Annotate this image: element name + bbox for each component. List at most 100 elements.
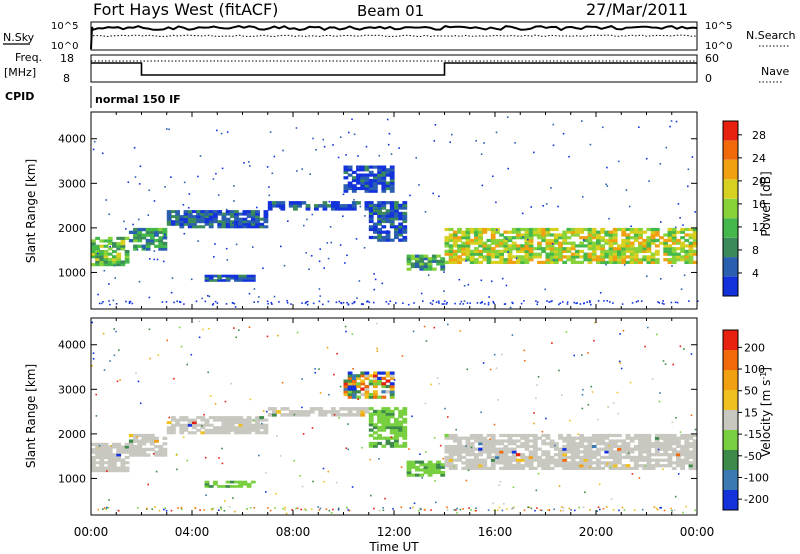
echo-cell (558, 255, 563, 259)
noise-cell (680, 288, 683, 290)
echo-cell (343, 189, 349, 193)
echo-cell (495, 244, 500, 248)
echo-cell (250, 215, 256, 219)
echo-cell (288, 204, 294, 208)
near-range-cell (466, 302, 469, 304)
echo-cell (351, 392, 357, 397)
near-range-cell (536, 507, 538, 509)
echo-cell (440, 463, 446, 467)
echo-cell (486, 260, 492, 264)
noise-cell (235, 243, 238, 246)
echo-cell (158, 450, 164, 454)
echo-cell (99, 244, 105, 248)
echo-cell (684, 249, 690, 253)
echo-cell (680, 258, 685, 262)
echo-cell (385, 425, 391, 430)
echo-cell (591, 258, 597, 262)
echo-cell (465, 236, 471, 240)
echo-cell (238, 431, 244, 435)
near-range-cell (487, 303, 490, 306)
echo-cell (381, 206, 387, 210)
noise-cell (357, 167, 360, 169)
echo-cell (229, 423, 235, 427)
noise-cell (463, 285, 466, 287)
echo-cell (166, 215, 172, 219)
echo-cell (389, 168, 395, 172)
near-range-cell (128, 301, 131, 303)
echo-cell (229, 485, 235, 488)
echo-cell (137, 239, 143, 243)
echo-cell (427, 259, 433, 263)
echo-cell (604, 455, 610, 459)
echo-cell (646, 260, 652, 264)
echo-cell (158, 445, 164, 449)
echo-cell (356, 374, 361, 378)
echo-cell (596, 461, 601, 465)
echo-cell (617, 450, 622, 454)
echo-cell (474, 258, 479, 262)
noise-cell (134, 176, 137, 178)
echo-cell (204, 418, 210, 422)
near-range-cell (212, 303, 215, 305)
noise-cell (361, 446, 363, 449)
echo-cell (587, 238, 593, 243)
noise-cell (186, 363, 188, 366)
echo-cell (659, 241, 664, 245)
near-range-cell (163, 508, 165, 511)
echo-cell (524, 236, 530, 240)
echo-cell (364, 395, 370, 399)
echo-cell (444, 444, 450, 449)
echo-cell (381, 173, 387, 177)
echo-cell (457, 247, 462, 251)
echo-cell (377, 379, 382, 383)
noise-cell (148, 296, 151, 299)
echo-cell (629, 241, 635, 245)
noise-cell (522, 235, 525, 238)
echo-cell (570, 453, 576, 457)
echo-cell (469, 458, 475, 462)
echo-cell (474, 461, 479, 465)
echo-cell (490, 458, 496, 462)
echo-cell (562, 436, 568, 440)
echo-cell (671, 252, 677, 256)
echo-cell (676, 258, 681, 262)
echo-cell (688, 444, 694, 449)
noise-cell (378, 458, 380, 460)
echo-cell (680, 247, 685, 251)
echo-cell (394, 206, 399, 210)
noise-cell (345, 154, 347, 156)
echo-cell (579, 455, 584, 459)
near-range-cell (107, 507, 110, 509)
echo-cell (562, 241, 568, 245)
echo-cell (537, 260, 542, 264)
noise-cell (312, 137, 314, 140)
echo-cell (448, 258, 454, 262)
near-range-cell (409, 507, 412, 509)
echo-cell (398, 206, 403, 210)
echo-cell (654, 249, 660, 253)
echo-cell (486, 439, 492, 443)
echo-cell (528, 252, 534, 256)
near-range-cell (535, 300, 537, 302)
echo-cell (301, 201, 307, 205)
echo-cell (490, 260, 496, 264)
echo-cell (263, 225, 269, 229)
near-range-cell (671, 509, 673, 512)
echo-cell (351, 390, 357, 394)
echo-cell (486, 249, 492, 253)
echo-cell (537, 252, 542, 256)
echo-cell (633, 230, 639, 234)
noise-cell (694, 428, 697, 431)
near-range-cell (378, 509, 381, 512)
echo-cell (495, 439, 500, 443)
echo-cell (545, 258, 551, 262)
echo-cell (667, 238, 673, 243)
echo-cell (482, 439, 488, 443)
echo-cell (621, 252, 627, 256)
echo-cell (503, 461, 509, 465)
echo-cell (692, 458, 698, 462)
echo-cell (541, 230, 547, 234)
near-range-cell (257, 301, 259, 303)
echo-cell (663, 464, 669, 468)
near-range-cell (338, 300, 341, 303)
